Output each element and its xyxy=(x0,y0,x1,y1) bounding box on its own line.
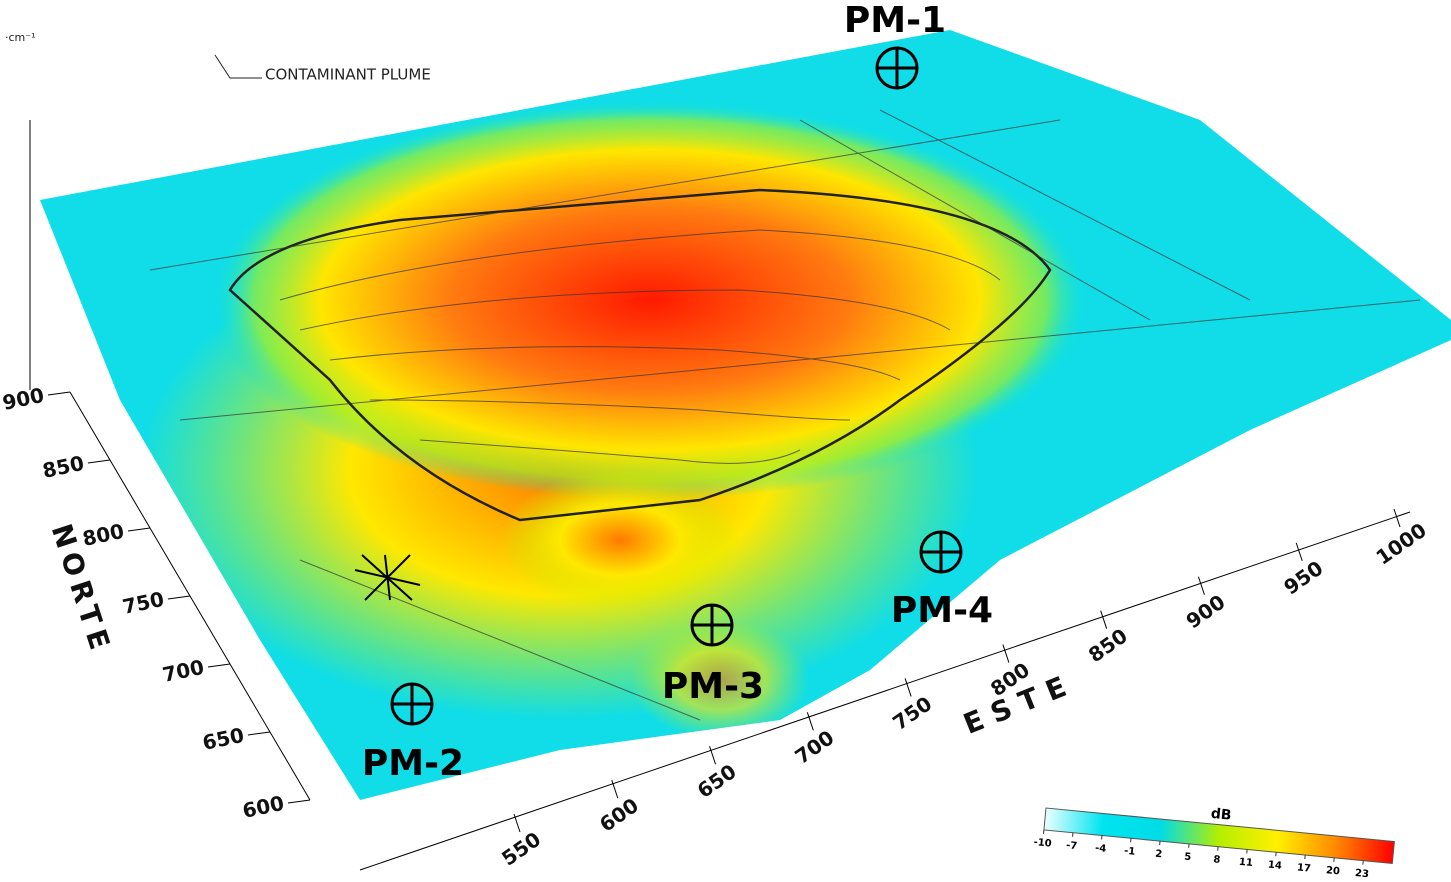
marker-label: PM-2 xyxy=(362,743,464,784)
tick-mark xyxy=(208,664,230,667)
x-tick-label: 750 xyxy=(888,691,936,735)
colorbar-tick-label: 2 xyxy=(1155,849,1163,861)
tick-mark xyxy=(248,732,270,735)
colorbar-tick-label: 8 xyxy=(1213,854,1221,866)
x-tick-label: 1000 xyxy=(1371,518,1430,570)
colorbar-tick-label: 11 xyxy=(1238,857,1253,869)
tick-mark xyxy=(48,392,70,395)
y-tick-label: 750 xyxy=(120,587,166,619)
tick-mark xyxy=(1003,645,1009,663)
tick-mark xyxy=(168,596,190,599)
colorbar-tick-label: 23 xyxy=(1354,868,1369,880)
y-tick-label: 700 xyxy=(160,655,206,687)
tick-mark xyxy=(128,528,150,531)
colorbar-tick-label: -7 xyxy=(1066,840,1078,852)
x-tick-label: 850 xyxy=(1084,624,1132,668)
y-tick-label: 800 xyxy=(80,519,126,551)
marker-label: PM-3 xyxy=(662,666,764,707)
y-tick-label: 600 xyxy=(240,791,286,823)
leader-line xyxy=(215,55,262,78)
colorbar-tick-label: -10 xyxy=(1033,837,1052,850)
colorbar-tick-label: -4 xyxy=(1095,843,1107,855)
x-tick-label: 600 xyxy=(595,793,643,837)
y-tick-label: 650 xyxy=(200,723,246,755)
tick-mark xyxy=(1101,611,1107,629)
colorbar-tick-label: 17 xyxy=(1296,862,1311,874)
colorbar-title: dB xyxy=(1210,806,1232,824)
tick-mark xyxy=(1198,577,1204,595)
x-tick-label: 700 xyxy=(790,725,838,769)
unit-fragment: ·cm⁻¹ xyxy=(5,31,35,44)
map-figure: CONTAMINANT PLUME ·cm⁻¹ 600 650 700 750 800 8… xyxy=(0,0,1451,882)
y-tick-label: 900 xyxy=(0,383,46,415)
tick-mark xyxy=(807,712,813,730)
tick-mark xyxy=(905,678,911,696)
y-tick-label: 850 xyxy=(40,451,86,483)
marker-label: PM-1 xyxy=(844,0,946,41)
tick-mark xyxy=(1296,543,1302,561)
colorbar-tick-label: 14 xyxy=(1267,860,1282,872)
marker-label: PM-4 xyxy=(891,590,993,631)
colorbar-tick-label: 5 xyxy=(1184,852,1192,864)
colorbar-tick-label: 20 xyxy=(1325,865,1340,877)
tick-mark xyxy=(1394,509,1400,527)
plume-label: CONTAMINANT PLUME xyxy=(265,66,431,84)
x-tick-label: 650 xyxy=(693,759,741,803)
colorbar: dB -10 -7 -4 -1 2 5 8 11 14 17 20 23 xyxy=(1033,789,1396,882)
x-tick-label: 550 xyxy=(497,827,545,871)
x-tick-label: 900 xyxy=(1182,590,1230,634)
tick-mark xyxy=(288,800,310,803)
tick-mark xyxy=(88,460,110,463)
x-tick-label: 950 xyxy=(1279,556,1327,600)
colorbar-tick-label: -1 xyxy=(1124,846,1136,858)
